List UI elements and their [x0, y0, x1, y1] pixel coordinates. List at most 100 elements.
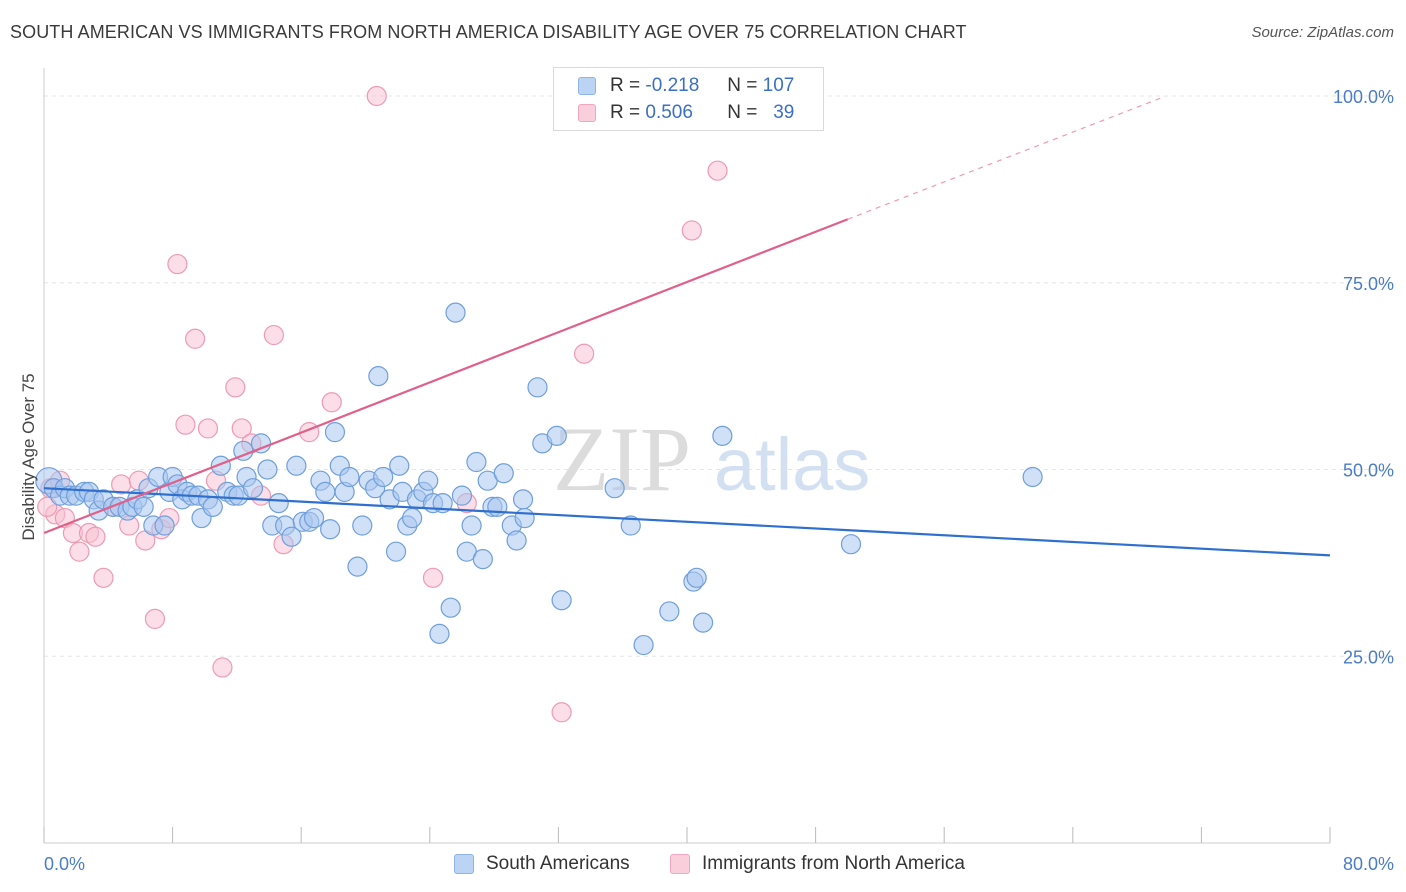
n-label: N = — [727, 75, 758, 96]
point-south-american — [286, 455, 307, 476]
n-label: N = — [727, 102, 758, 123]
point-south-american — [133, 496, 154, 517]
trend-lines — [43, 95, 1331, 557]
point-south-american — [472, 549, 493, 570]
point-south-american — [440, 597, 461, 618]
point-south-american — [620, 515, 641, 536]
legend-swatch-pink — [670, 854, 690, 874]
point-south-american — [202, 496, 223, 517]
point-south-american — [506, 530, 527, 551]
point-immigrant-north-america — [321, 392, 342, 413]
legend-label: Immigrants from North America — [702, 853, 965, 874]
point-south-american — [514, 507, 535, 529]
point-south-american — [320, 519, 341, 540]
axis-tick-labels: 25.0% 50.0% 75.0% 100.0% 0.0% 80.0% — [44, 87, 1394, 874]
point-south-american — [604, 478, 625, 499]
bottom-legend-south-americans: South Americans — [454, 850, 630, 878]
point-immigrant-north-america — [197, 418, 219, 439]
point-south-american — [546, 425, 567, 446]
point-immigrant-north-america — [366, 85, 387, 107]
point-immigrant-north-america — [225, 377, 246, 398]
point-south-american — [389, 455, 410, 476]
point-immigrant-north-america — [167, 253, 188, 275]
point-south-american — [402, 507, 423, 529]
y-axis-label: Disability Age Over 75 — [19, 373, 38, 540]
r-label: R = — [610, 102, 641, 123]
point-south-american — [840, 534, 862, 555]
point-immigrant-north-america — [231, 418, 252, 439]
point-south-american — [352, 515, 373, 536]
point-immigrant-north-america — [185, 328, 206, 349]
point-south-american — [445, 302, 466, 323]
n-value: 107 — [762, 75, 795, 96]
point-south-american — [154, 515, 175, 536]
legend-swatch-blue — [454, 854, 474, 874]
point-south-american — [250, 433, 272, 454]
point-south-american — [686, 567, 707, 588]
r-label: R = — [610, 75, 641, 96]
chart-title: SOUTH AMERICAN VS IMMIGRANTS FROM NORTH … — [10, 22, 967, 42]
source-label: Source: ZipAtlas.com — [1251, 24, 1394, 41]
point-immigrant-north-america — [212, 657, 233, 678]
zipatlas-watermark: ZIP atlas — [553, 408, 870, 510]
r-value: 0.506 — [645, 102, 693, 123]
point-south-american — [257, 459, 278, 480]
point-south-american — [527, 377, 548, 398]
point-south-american — [451, 485, 473, 506]
point-south-american — [347, 556, 368, 577]
point-south-american — [493, 463, 514, 484]
trend-line-immigrants — [43, 218, 849, 535]
trend-line-immigrants-extension — [847, 95, 1166, 220]
point-immigrant-north-america — [175, 414, 196, 435]
point-south-american — [385, 541, 407, 562]
point-south-american — [303, 507, 325, 529]
point-south-american — [429, 623, 450, 644]
legend-swatch-blue — [578, 77, 596, 95]
x-tick-label: 0.0% — [44, 854, 85, 874]
axes — [43, 68, 1331, 844]
x-tick-label: 80.0% — [1343, 854, 1394, 874]
point-immigrant-north-america — [37, 496, 58, 517]
point-immigrant-north-america — [69, 541, 90, 562]
point-immigrant-north-america — [681, 220, 702, 241]
point-immigrant-north-america — [144, 608, 166, 630]
point-south-american — [659, 601, 680, 622]
y-tick-label: 75.0% — [1343, 274, 1394, 294]
bottom-legend-immigrants: Immigrants from North America — [670, 850, 965, 878]
point-south-american — [466, 451, 487, 473]
point-south-american — [268, 493, 289, 514]
point-south-american — [368, 366, 389, 387]
point-south-american — [712, 425, 733, 446]
point-south-american — [512, 489, 534, 510]
point-immigrant-north-america — [707, 160, 728, 181]
y-tick-label: 100.0% — [1333, 87, 1394, 107]
point-south-american — [461, 515, 482, 536]
point-south-american — [242, 478, 264, 499]
point-immigrant-north-america — [574, 343, 595, 364]
legend-label: South Americans — [486, 853, 630, 874]
point-south-american — [315, 481, 336, 503]
watermark-atlas: atlas — [714, 423, 870, 506]
series-immigrants-north-america — [37, 85, 728, 723]
point-south-american — [1022, 466, 1043, 488]
point-immigrant-north-america — [85, 526, 106, 547]
legend-row-south-americans: R = -0.218 N = 107 — [578, 73, 794, 99]
point-south-american — [281, 526, 302, 547]
point-immigrant-north-america — [551, 702, 572, 723]
trend-line-south-americans — [43, 487, 1331, 557]
correlation-legend: R = -0.218 N = 107 R = 0.506 N = 39 — [553, 67, 824, 131]
point-south-american — [339, 466, 360, 488]
point-south-american — [633, 634, 654, 656]
point-south-american — [487, 496, 508, 517]
point-south-american — [692, 612, 714, 633]
point-south-american — [373, 466, 394, 488]
point-immigrant-north-america — [422, 567, 444, 588]
point-south-american — [551, 590, 572, 611]
legend-row-immigrants: R = 0.506 N = 39 — [578, 100, 794, 126]
point-immigrant-north-america — [263, 324, 284, 346]
n-value: 39 — [773, 102, 795, 123]
y-tick-label: 50.0% — [1343, 461, 1394, 481]
point-immigrant-north-america — [93, 567, 114, 588]
point-south-american — [418, 470, 439, 491]
